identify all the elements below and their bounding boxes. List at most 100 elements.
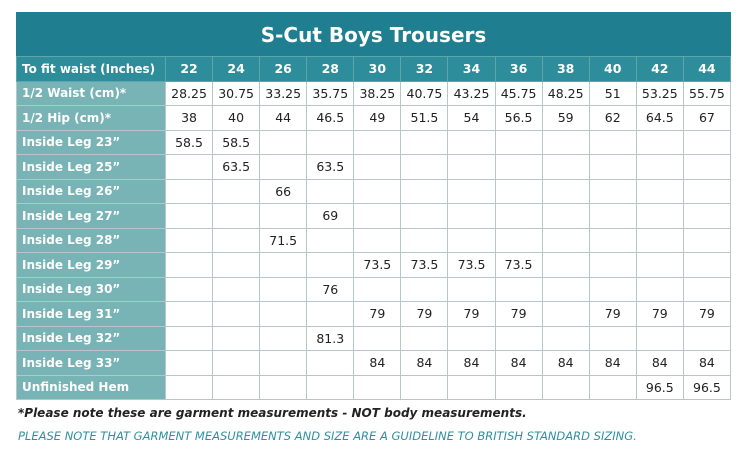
cell <box>588 325 637 351</box>
cell: 96.5 <box>635 374 684 400</box>
cell <box>259 203 308 229</box>
cell <box>212 252 261 278</box>
cell: 24 <box>212 56 261 82</box>
cell: 73.5 <box>494 252 543 278</box>
cell <box>164 203 214 229</box>
cell <box>259 154 308 180</box>
cell <box>306 374 355 400</box>
table-row: Unfinished Hem 96.5 96.5 <box>16 374 732 400</box>
row-label: Inside Leg 26” <box>16 178 166 204</box>
cell <box>541 301 590 327</box>
cell: 71.5 <box>259 227 308 253</box>
cell: 79 <box>682 301 732 327</box>
cell <box>164 154 214 180</box>
cell: 79 <box>588 301 637 327</box>
cell <box>682 178 732 204</box>
cell <box>447 325 496 351</box>
cell: 84 <box>353 350 402 376</box>
cell <box>494 374 543 400</box>
cell: 55.75 <box>682 80 732 106</box>
cell <box>541 252 590 278</box>
cell: 28 <box>306 56 355 82</box>
cell <box>682 325 732 351</box>
cell <box>541 178 590 204</box>
title: S-Cut Boys Trousers <box>16 12 731 56</box>
cell: 22 <box>164 56 214 82</box>
cell <box>164 350 214 376</box>
row-label: Inside Leg 31” <box>16 301 166 327</box>
cell: 36 <box>494 56 543 82</box>
cell: 96.5 <box>682 374 732 400</box>
cell <box>588 178 637 204</box>
cell <box>164 374 214 400</box>
size-table: To fit waist (Inches) 22 24 26 28 30 32 34 36 38 4… <box>16 56 732 400</box>
cell <box>635 252 684 278</box>
cell <box>164 252 214 278</box>
cell: 84 <box>588 350 637 376</box>
cell <box>259 374 308 400</box>
row-label: Inside Leg 27” <box>16 203 166 229</box>
cell <box>447 154 496 180</box>
cell <box>353 325 402 351</box>
row-label: 1/2 Hip (cm)* <box>16 105 166 131</box>
cell <box>447 178 496 204</box>
row-label: Inside Leg 28” <box>16 227 166 253</box>
note: PLEASE NOTE THAT GARMENT MEASUREMENTS AN… <box>18 429 637 443</box>
table-row: Inside Leg 27” 69 <box>16 203 732 229</box>
cell: 84 <box>635 350 684 376</box>
cell <box>259 350 308 376</box>
table-row: Inside Leg 23” 58.5 58.5 <box>16 129 732 155</box>
cell <box>588 154 637 180</box>
cell: 56.5 <box>494 105 543 131</box>
cell <box>541 154 590 180</box>
cell: 46.5 <box>306 105 355 131</box>
table-row: Inside Leg 30” 76 <box>16 276 732 302</box>
cell <box>541 276 590 302</box>
cell <box>494 203 543 229</box>
cell <box>164 325 214 351</box>
row-label: Inside Leg 29” <box>16 252 166 278</box>
cell: 64.5 <box>635 105 684 131</box>
cell: 32 <box>400 56 449 82</box>
cell <box>212 325 261 351</box>
cell: 38 <box>164 105 214 131</box>
cell <box>682 129 732 155</box>
cell <box>635 325 684 351</box>
cell: 58.5 <box>164 129 214 155</box>
row-label: To fit waist (Inches) <box>16 56 166 82</box>
cell <box>541 129 590 155</box>
cell: 51.5 <box>400 105 449 131</box>
cell: 79 <box>447 301 496 327</box>
cell: 59 <box>541 105 590 131</box>
cell <box>164 276 214 302</box>
cell: 48.25 <box>541 80 590 106</box>
note: *Please note these are garment measureme… <box>18 406 527 420</box>
table-row: Inside Leg 32” 81.3 <box>16 325 732 351</box>
table-row: Inside Leg 33” 84 84 84 84 84 84 84 84 <box>16 350 732 376</box>
cell <box>588 374 637 400</box>
cell: 45.75 <box>494 80 543 106</box>
cell <box>212 203 261 229</box>
cell <box>588 252 637 278</box>
cell <box>494 325 543 351</box>
table-row: Inside Leg 26” 66 <box>16 178 732 204</box>
table-row: 1/2 Waist (cm)* 28.25 30.75 33.25 35.75 38.25… <box>16 80 732 106</box>
cell <box>306 227 355 253</box>
cell <box>306 350 355 376</box>
cell: 67 <box>682 105 732 131</box>
cell <box>682 276 732 302</box>
cell <box>494 227 543 253</box>
cell <box>682 154 732 180</box>
cell: 53.25 <box>635 80 684 106</box>
cell: 84 <box>541 350 590 376</box>
cell <box>635 154 684 180</box>
cell <box>400 227 449 253</box>
cell <box>400 154 449 180</box>
cell <box>212 178 261 204</box>
table-row: Inside Leg 25” 63.5 63.5 <box>16 154 732 180</box>
cell <box>635 203 684 229</box>
cell <box>447 374 496 400</box>
cell <box>400 203 449 229</box>
cell <box>400 129 449 155</box>
cell: 79 <box>494 301 543 327</box>
